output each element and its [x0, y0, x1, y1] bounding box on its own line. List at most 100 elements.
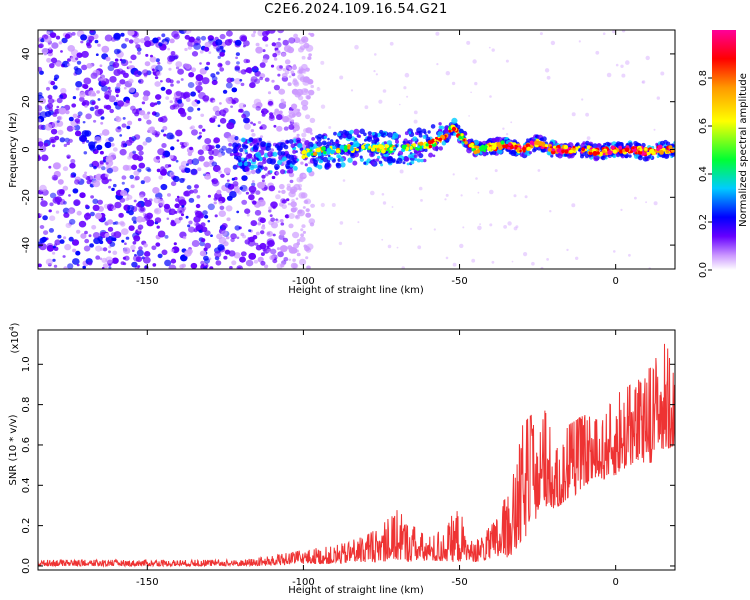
- spectrogram-cell: [210, 145, 215, 150]
- spectrogram-cell: [90, 195, 94, 199]
- spectrogram-cell: [71, 103, 77, 108]
- spectrogram-cell: [55, 35, 61, 40]
- spectrogram-cell: [146, 219, 155, 227]
- spectrogram-cell: [53, 112, 57, 115]
- spectrogram-ridge-cell: [419, 141, 424, 146]
- spectrogram-cell: [138, 80, 142, 83]
- spectrogram-cell: [171, 30, 179, 38]
- spectrogram-cell: [204, 41, 212, 48]
- spectrogram-cell: [581, 98, 584, 101]
- spectrogram-cell: [433, 228, 436, 231]
- spectrogram-cell: [244, 208, 251, 214]
- spectrogram-cell: [642, 156, 649, 162]
- spectrogram-cell: [265, 44, 269, 47]
- spectrogram-cell: [40, 198, 44, 201]
- spectrogram-cell: [350, 152, 355, 157]
- spectrogram-cell: [281, 199, 287, 204]
- spectrogram-cell: [39, 213, 43, 217]
- spectrogram-cell: [190, 91, 197, 97]
- spectrogram-cell: [296, 239, 301, 243]
- spectrogram-cell: [176, 80, 180, 84]
- spectrogram-cell: [193, 216, 201, 223]
- spectrogram-cell: [288, 110, 294, 115]
- spectrogram-cell: [313, 160, 318, 165]
- spectrogram-cell: [157, 61, 161, 65]
- spectrogram-cell: [82, 121, 86, 124]
- spectrogram-cell: [135, 256, 143, 263]
- spectrogram-cell: [404, 72, 410, 78]
- spectrogram-cell: [256, 142, 260, 146]
- spectrogram-ridge-cell: [402, 145, 407, 150]
- spectrogram-cell: [72, 188, 79, 194]
- spectrogram-ridge-cell: [522, 146, 527, 151]
- spectrogram-cell: [107, 89, 112, 93]
- spectrogram-cell: [382, 201, 387, 205]
- spectrogram-cell: [123, 86, 127, 90]
- spectrogram-cell: [102, 263, 109, 269]
- spectrogram-cell: [213, 201, 217, 205]
- spectrogram-cell: [278, 183, 285, 190]
- snr-series-line: [38, 343, 675, 568]
- spectrogram-cell: [182, 236, 187, 240]
- spectrogram-cell: [244, 239, 251, 245]
- spectrogram-cell: [628, 253, 631, 257]
- spectrogram-cell: [187, 115, 192, 121]
- spectrogram-cell: [297, 108, 301, 112]
- spectrogram-cell: [254, 78, 261, 84]
- spectrogram-cell: [160, 86, 166, 91]
- spectrogram-cell: [322, 156, 329, 163]
- spectrogram-cell: [214, 214, 218, 218]
- spectrogram-cell: [410, 160, 415, 165]
- spectrogram-cell: [328, 126, 332, 129]
- spectrogram-cell: [285, 165, 290, 170]
- spectrogram-cell: [132, 153, 140, 161]
- spectrogram-cell: [266, 230, 274, 237]
- spectrogram-cell: [288, 124, 295, 130]
- spectrogram-cell: [93, 165, 97, 170]
- y-tick-label: 0.2: [21, 518, 32, 534]
- spectrogram-cell: [214, 251, 222, 258]
- spectrogram-cell: [156, 168, 161, 173]
- spectrogram-cell: [202, 210, 208, 216]
- spectrogram-cell: [101, 129, 110, 136]
- spectrogram-cell: [223, 241, 229, 247]
- spectrogram-cell: [115, 126, 122, 133]
- spectrogram-cell: [268, 30, 276, 34]
- spectrogram-cell: [253, 30, 257, 34]
- spectrogram-cell: [180, 78, 184, 81]
- spectrogram-cell: [127, 120, 133, 126]
- spectrogram-cell: [106, 167, 113, 174]
- spectrogram-cell: [494, 169, 498, 173]
- spectrogram-ridge-cell: [374, 144, 379, 149]
- spectrogram-cell: [99, 64, 103, 67]
- spectrogram-cell: [238, 138, 242, 142]
- spectrogram-cell: [199, 241, 205, 247]
- spectrogram-cell: [234, 225, 241, 231]
- spectrogram-cell: [266, 142, 272, 148]
- spectrogram-cell: [288, 168, 294, 174]
- spectrogram-cell: [152, 263, 157, 267]
- spectrogram-cell: [56, 97, 63, 104]
- spectrogram-ridge-cell: [371, 147, 376, 152]
- spectrogram-cell: [178, 216, 183, 221]
- spectrogram-cell: [540, 266, 544, 269]
- spectrogram-cell: [76, 52, 83, 58]
- spectrogram-cell: [488, 46, 491, 49]
- spectrogram-cell: [242, 117, 250, 124]
- spectrogram-cell: [245, 259, 254, 267]
- spectrogram-cell: [83, 213, 92, 220]
- spectrogram-cell: [549, 210, 552, 213]
- spectrogram-cell: [38, 124, 44, 130]
- spectrogram-cell: [477, 225, 482, 231]
- spectrogram-cell: [281, 52, 286, 57]
- spectrogram-cell: [67, 263, 74, 269]
- x-tick-label: 0: [612, 276, 618, 287]
- spectrogram-cell: [288, 213, 295, 219]
- spectrogram-cell: [131, 249, 135, 252]
- spectrogram-cell: [334, 143, 341, 150]
- spectrogram-cell: [222, 89, 228, 94]
- spectrogram-cell: [92, 204, 100, 211]
- spectrogram-cell: [49, 215, 56, 221]
- spectrogram-cell: [63, 266, 68, 269]
- spectrogram-cell: [191, 158, 200, 166]
